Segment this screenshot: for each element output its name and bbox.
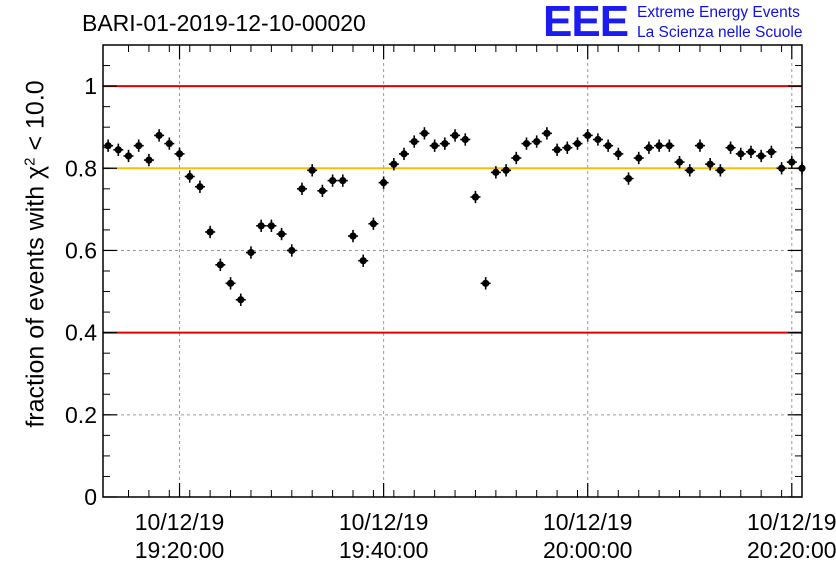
data-point xyxy=(276,227,287,241)
y-tick-label: 0.2 xyxy=(65,402,97,428)
data-point xyxy=(480,277,491,290)
data-point xyxy=(603,139,614,152)
data-point xyxy=(307,164,318,177)
y-axis-label-sup: 2 xyxy=(21,157,39,166)
data-point xyxy=(623,172,634,185)
data-point xyxy=(103,139,114,152)
data-point xyxy=(521,137,532,150)
y-axis-label-prefix: fraction of events with xyxy=(21,178,50,428)
data-point xyxy=(745,145,756,158)
y-tick-label: 0.4 xyxy=(65,320,97,346)
data-point xyxy=(633,151,644,165)
data-point xyxy=(613,147,624,161)
data-point xyxy=(174,147,185,161)
data-point xyxy=(205,225,216,239)
data-point xyxy=(511,151,522,165)
x-tick-label-time: 19:40:00 xyxy=(339,537,429,563)
data-point xyxy=(643,141,654,154)
data-point xyxy=(164,137,175,150)
data-point xyxy=(409,135,420,148)
data-point xyxy=(592,133,603,146)
data-point xyxy=(317,184,328,198)
data-point xyxy=(399,147,410,161)
logo-line-2: La Scienza nelle Scuole xyxy=(637,24,803,41)
data-point xyxy=(337,174,348,187)
x-tick-label-date: 10/12/19 xyxy=(339,509,429,535)
y-tick-label: 0.8 xyxy=(65,155,97,181)
data-point xyxy=(225,277,236,290)
data-point xyxy=(552,143,563,156)
data-point xyxy=(245,246,256,259)
y-tick-label: 0 xyxy=(84,484,97,510)
data-point xyxy=(327,174,338,187)
data-point xyxy=(705,158,716,171)
axis-ticks xyxy=(103,44,803,498)
data-point xyxy=(501,164,512,177)
data-point xyxy=(490,166,501,179)
data-point xyxy=(123,149,134,163)
data-point xyxy=(358,254,369,267)
data-point xyxy=(582,129,593,142)
y-axis-label: fraction of events with χ2 < 10.0 xyxy=(21,80,50,427)
data-point xyxy=(450,129,461,142)
data-point xyxy=(133,139,144,152)
data-point xyxy=(766,145,777,158)
data-point xyxy=(562,141,573,154)
data-point xyxy=(154,129,165,142)
data-point xyxy=(235,293,246,306)
logo-line-1: Extreme Energy Events xyxy=(637,4,800,21)
y-tick-label: 0.6 xyxy=(65,237,97,263)
x-tick-label-date: 10/12/19 xyxy=(543,509,633,535)
data-point xyxy=(113,143,124,156)
eee-logo: EEE Extreme Energy Events La Scienza nel… xyxy=(543,0,836,46)
data-point xyxy=(266,219,277,232)
data-point xyxy=(460,133,471,146)
data-point xyxy=(378,176,389,189)
data-point xyxy=(215,258,226,271)
data-point xyxy=(786,155,797,169)
x-tick-label-time: 20:00:00 xyxy=(543,537,633,563)
data-point xyxy=(368,217,379,230)
tick-labels: 00.20.40.60.8110/12/1919:20:0010/12/1919… xyxy=(65,73,836,563)
data-point xyxy=(776,162,787,175)
data-point xyxy=(715,164,726,177)
data-point xyxy=(429,139,440,152)
grid-lines xyxy=(103,45,802,498)
data-point xyxy=(572,137,583,150)
data-point xyxy=(348,229,359,243)
x-tick-label-date: 10/12/19 xyxy=(135,509,225,535)
data-point xyxy=(541,127,552,140)
data-point xyxy=(684,164,695,177)
eee-logo-mark: EEE xyxy=(543,0,629,46)
data-point xyxy=(756,149,767,163)
data-point xyxy=(143,153,154,167)
data-point xyxy=(296,182,307,195)
y-axis-label-chi: χ xyxy=(21,165,50,179)
data-points xyxy=(103,127,806,306)
x-tick-label-time: 19:20:00 xyxy=(135,537,225,563)
data-point xyxy=(470,190,481,204)
data-point xyxy=(194,180,205,193)
data-point xyxy=(725,141,736,154)
y-axis-label-suffix: < 10.0 xyxy=(21,80,50,158)
data-point xyxy=(674,155,685,169)
y-tick-label: 1 xyxy=(84,73,97,99)
reference-lines xyxy=(103,85,802,334)
data-point xyxy=(286,244,297,257)
data-point xyxy=(654,139,665,152)
data-point xyxy=(694,139,705,152)
data-point xyxy=(256,219,267,232)
data-point xyxy=(735,147,746,161)
plot-frame xyxy=(102,44,803,498)
data-point xyxy=(664,139,675,152)
data-point xyxy=(419,127,430,140)
x-tick-label-time: 20:20:00 xyxy=(747,537,836,563)
data-point xyxy=(184,170,195,183)
data-point xyxy=(531,135,542,148)
chart-title: BARI-01-2019-12-10-00020 xyxy=(82,10,366,36)
data-point xyxy=(439,137,450,150)
data-point xyxy=(388,158,399,171)
x-tick-label-date: 10/12/19 xyxy=(747,509,836,535)
